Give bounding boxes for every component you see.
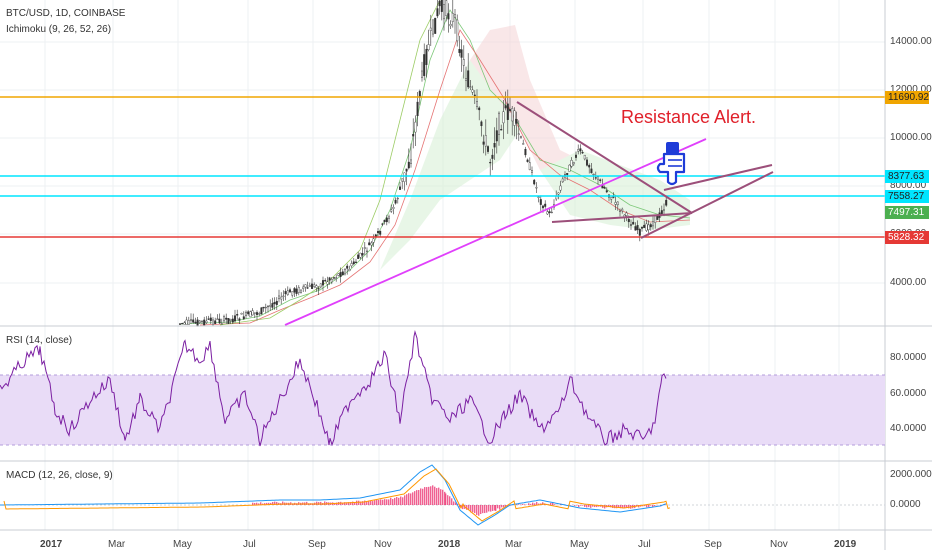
time-label: 2017 <box>40 539 63 550</box>
rsi-tick: 80.0000 <box>890 352 927 363</box>
rsi-tick: 60.0000 <box>890 388 927 399</box>
signal-line <box>3 468 671 522</box>
resistance-alert-text[interactable]: Resistance Alert. <box>621 107 757 127</box>
rsi-tick: 40.0000 <box>890 423 927 434</box>
rsi-band <box>0 375 885 445</box>
price-tag-5828: 5828.32 <box>885 231 929 244</box>
ichimoku-label[interactable]: Ichimoku (9, 26, 52, 26) <box>6 24 112 35</box>
macd-tick: 0.0000 <box>890 499 921 510</box>
chart-symbol: BTC/USD, 1D, COINBASE <box>6 8 126 19</box>
time-label: Sep <box>704 539 722 550</box>
price-tick: 12000.00 <box>890 84 932 95</box>
time-label: May <box>570 539 589 550</box>
price-tag-last: 7497.31 <box>885 206 929 219</box>
rsi-label[interactable]: RSI (14, close) <box>6 335 73 346</box>
hand-pointing-down-icon <box>656 142 686 186</box>
time-label: Sep <box>308 539 326 550</box>
time-label: 2019 <box>834 539 857 550</box>
time-label: Jul <box>243 539 256 550</box>
macd-label[interactable]: MACD (12, 26, close, 9) <box>6 470 113 481</box>
time-label: Jul <box>638 539 651 550</box>
rsi-line <box>0 329 667 447</box>
price-tag-7558: 7558.27 <box>885 190 929 203</box>
price-tick: 14000.00 <box>890 36 932 47</box>
price-candles <box>178 0 668 327</box>
price-tick: 10000.00 <box>890 132 932 143</box>
triangle-pattern <box>516 101 774 239</box>
macd-histogram <box>252 485 668 516</box>
price-tag-8377: 8377.63 <box>885 170 929 183</box>
macd-tick: 2000.0000 <box>890 469 932 480</box>
ichimoku-lines <box>179 0 691 326</box>
macd-line <box>0 464 667 526</box>
vertical-grid <box>44 0 840 530</box>
time-label: Nov <box>374 539 392 550</box>
trendline-uptrend <box>284 138 707 326</box>
price-tick: 8000.00 <box>890 180 927 191</box>
time-label: 2018 <box>438 539 461 550</box>
ichimoku-cloud <box>300 25 690 320</box>
time-label: Mar <box>505 539 523 550</box>
time-label: Mar <box>108 539 126 550</box>
price-tick: 4000.00 <box>890 277 927 288</box>
key-levels <box>0 96 885 238</box>
time-label: May <box>173 539 192 550</box>
time-label: Nov <box>770 539 788 550</box>
price-tag-11690: 11690.92 <box>885 91 929 104</box>
